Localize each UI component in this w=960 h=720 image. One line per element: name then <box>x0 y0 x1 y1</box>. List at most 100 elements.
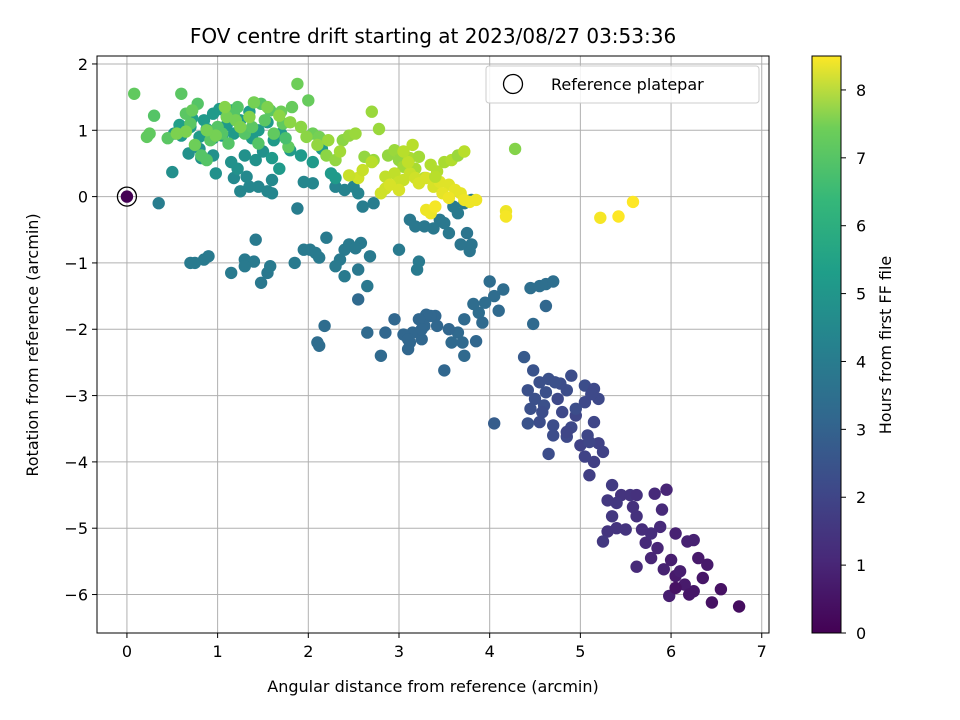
data-point <box>170 127 183 140</box>
data-point <box>524 402 537 415</box>
data-point <box>188 138 202 152</box>
data-point <box>140 130 154 144</box>
colorbar-gradient <box>811 55 842 634</box>
data-point <box>542 447 555 461</box>
y-tick-label: −3 <box>64 387 88 406</box>
y-tick-label: 2 <box>78 55 88 74</box>
data-point <box>333 145 347 158</box>
data-point <box>651 541 664 555</box>
y-tick-label: 0 <box>78 188 88 207</box>
data-point <box>635 523 649 536</box>
data-point <box>254 276 268 289</box>
data-point <box>548 376 562 389</box>
data-point <box>551 392 564 406</box>
x-axis-label: Angular distance from reference (arcmin) <box>267 677 598 696</box>
chart-title: FOV centre drift starting at 2023/08/27 … <box>190 24 676 48</box>
data-point <box>528 392 542 406</box>
data-point <box>433 213 446 226</box>
data-point <box>245 120 259 134</box>
data-point <box>683 588 696 601</box>
data-point <box>499 210 513 223</box>
x-tick-label: 2 <box>303 642 313 661</box>
data-point <box>238 149 251 162</box>
data-point <box>463 244 476 258</box>
data-point <box>626 500 640 514</box>
data-point <box>238 260 251 273</box>
data-point <box>249 153 262 167</box>
colorbar-ticks: 0 1 2 3 4 5 6 7 8 <box>841 81 866 643</box>
data-point <box>469 335 483 348</box>
data-point <box>338 243 351 256</box>
data-point <box>401 155 415 169</box>
data-point <box>249 233 262 246</box>
data-point <box>539 299 553 313</box>
data-point <box>186 104 199 117</box>
legend-label: Reference platepar <box>551 75 704 94</box>
data-point <box>352 263 365 276</box>
data-point <box>227 171 241 185</box>
data-point <box>302 94 315 107</box>
data-point <box>521 417 534 430</box>
data-point <box>596 535 610 548</box>
data-point <box>732 600 746 613</box>
data-point <box>630 488 643 502</box>
data-point <box>152 197 165 210</box>
data-point <box>338 270 351 283</box>
data-point <box>692 551 705 565</box>
x-tick-label: 0 <box>122 642 132 661</box>
data-point <box>639 536 652 549</box>
colorbar-tick-label: 6 <box>856 217 866 236</box>
data-point <box>231 100 244 114</box>
plot-frame <box>96 55 770 634</box>
data-point <box>342 169 356 182</box>
data-point <box>401 333 415 346</box>
data-point <box>184 256 197 270</box>
data-point <box>594 211 607 224</box>
data-point <box>601 494 614 507</box>
data-point <box>318 319 331 333</box>
data-point <box>527 364 540 377</box>
data-point <box>392 183 406 197</box>
data-point <box>306 155 319 169</box>
data-point <box>403 213 417 226</box>
data-point <box>687 533 700 547</box>
data-point <box>243 110 256 124</box>
data-point <box>458 313 471 326</box>
data-point <box>536 405 549 419</box>
data-point <box>311 138 324 152</box>
data-point <box>657 563 670 576</box>
data-point <box>415 333 428 346</box>
data-point <box>560 425 573 439</box>
data-point <box>517 350 531 364</box>
data-point <box>578 450 592 463</box>
colorbar-tick-label: 8 <box>856 81 866 100</box>
data-point <box>372 122 386 136</box>
data-point <box>231 162 244 175</box>
data-point <box>497 283 510 296</box>
data-point <box>605 510 619 523</box>
data-point <box>128 87 141 101</box>
colorbar-tick-label: 2 <box>856 488 866 507</box>
data-point <box>406 138 419 152</box>
data-point <box>630 510 643 523</box>
legend-box <box>485 65 760 104</box>
data-point <box>147 109 161 122</box>
legend-marker-icon <box>502 73 524 95</box>
data-point <box>240 170 253 183</box>
data-point <box>458 145 471 158</box>
data-point <box>392 243 406 256</box>
data-point <box>300 130 313 144</box>
data-point <box>587 415 601 429</box>
data-point <box>361 326 374 339</box>
data-point <box>442 191 456 205</box>
data-point <box>626 195 640 209</box>
data-point <box>258 114 271 127</box>
colorbar: 0 1 2 3 4 5 6 7 8 Hours from first FF file <box>811 55 895 643</box>
data-point <box>175 87 188 101</box>
data-point <box>429 200 442 213</box>
y-tick-label: −6 <box>64 586 88 605</box>
x-tick-label: 5 <box>575 642 585 661</box>
data-point <box>166 165 179 179</box>
data-point <box>247 96 261 109</box>
data-point <box>583 469 596 482</box>
